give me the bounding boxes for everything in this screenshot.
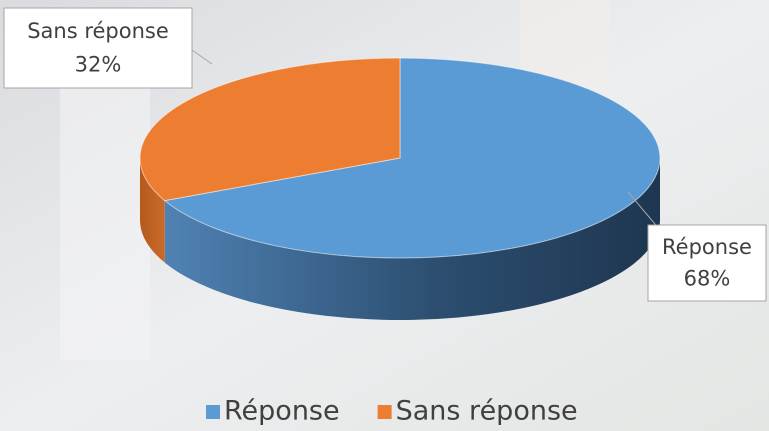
data-label-value: 68%: [684, 267, 731, 291]
leader-line: [191, 49, 213, 65]
label-box: [3, 7, 193, 89]
legend-label: Réponse: [224, 396, 340, 427]
data-label-category: Réponse: [662, 235, 752, 259]
legend-swatch: [206, 405, 220, 419]
slice-side: [164, 158, 660, 320]
slice-side: [140, 158, 165, 263]
background-shape: [60, 60, 150, 360]
label-box: [647, 224, 767, 302]
pie: [139, 57, 661, 320]
data-labels: Réponse 68% Sans réponse 32%: [3, 7, 767, 302]
data-label-category: Sans réponse: [27, 19, 169, 43]
legend-label: Sans réponse: [396, 396, 578, 427]
leader-line: [627, 191, 661, 231]
data-label-value: 32%: [75, 53, 122, 77]
slice: [139, 57, 401, 202]
slice: [163, 57, 661, 259]
legend: Réponse Sans réponse: [206, 396, 578, 427]
legend-swatch: [377, 405, 392, 419]
